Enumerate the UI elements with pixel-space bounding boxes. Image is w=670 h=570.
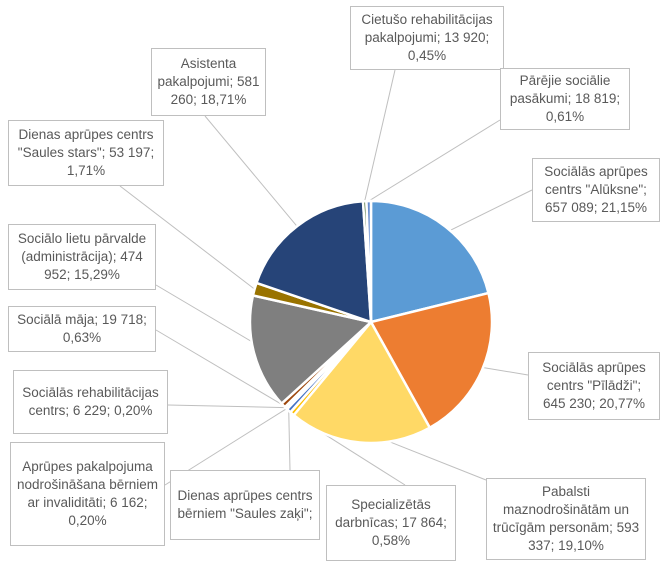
data-label-sociala-maja: Sociālā māja; 19 718; 0,63% [8, 306, 156, 352]
data-label-asistenta-pakalpojumi: Asistenta pakalpojumi; 581 260; 18,71% [151, 48, 266, 116]
data-label-aprupes-pakalpojums-berniem: Aprūpes pakalpojuma nodrošināšana bērnie… [10, 442, 165, 546]
data-label-pabalsti: Pabalsti maznodrošinātām un trūcīgām per… [486, 478, 646, 560]
leader-line-12 [368, 119, 501, 202]
leader-line-4 [288, 410, 291, 471]
data-label-piladzi: Sociālās aprūpes centrs "Pīlādži"; 645 2… [528, 352, 660, 420]
data-label-socialo-lietu-parvalde: Sociālo lietu pārvalde (administrācija);… [8, 224, 156, 290]
leader-line-6 [167, 404, 286, 409]
leader-line-10 [204, 115, 306, 236]
pie-slice-1 [369, 291, 494, 430]
leader-line-8 [155, 284, 266, 351]
leader-line-9 [119, 185, 255, 290]
pie-slice-8 [248, 293, 374, 406]
pie-slice-0 [369, 199, 490, 324]
pie-slice-2 [291, 319, 432, 445]
leader-line-7 [155, 329, 284, 406]
pie-slice-10 [254, 199, 373, 324]
leader-line-0 [437, 189, 533, 237]
data-label-saules-zaki: Dienas aprūpes centrs bērniem "Saules za… [170, 470, 320, 540]
pie-slice-12 [365, 199, 373, 323]
data-label-aluksne: Sociālās aprūpes centrs "Alūksne"; 657 0… [532, 158, 660, 222]
data-label-parejie-socialie-pasakumi: Pārējie sociālie pasākumi; 18 819; 0,61% [500, 68, 630, 130]
data-label-specializetas-darbnicas: Specializētās darbnīcas; 17 864; 0,58% [326, 485, 456, 561]
data-label-cietuso-rehabilitacija: Cietušo rehabilitācijas pakalpojumi; 13 … [350, 6, 504, 70]
data-label-saules-stars: Dienas aprūpes centrs "Saules stars"; 53… [8, 120, 164, 186]
leader-line-11 [364, 69, 396, 202]
data-label-socialas-rehabilitacijas-centrs: Sociālās rehabilitācijas centrs; 6 229; … [13, 370, 168, 434]
